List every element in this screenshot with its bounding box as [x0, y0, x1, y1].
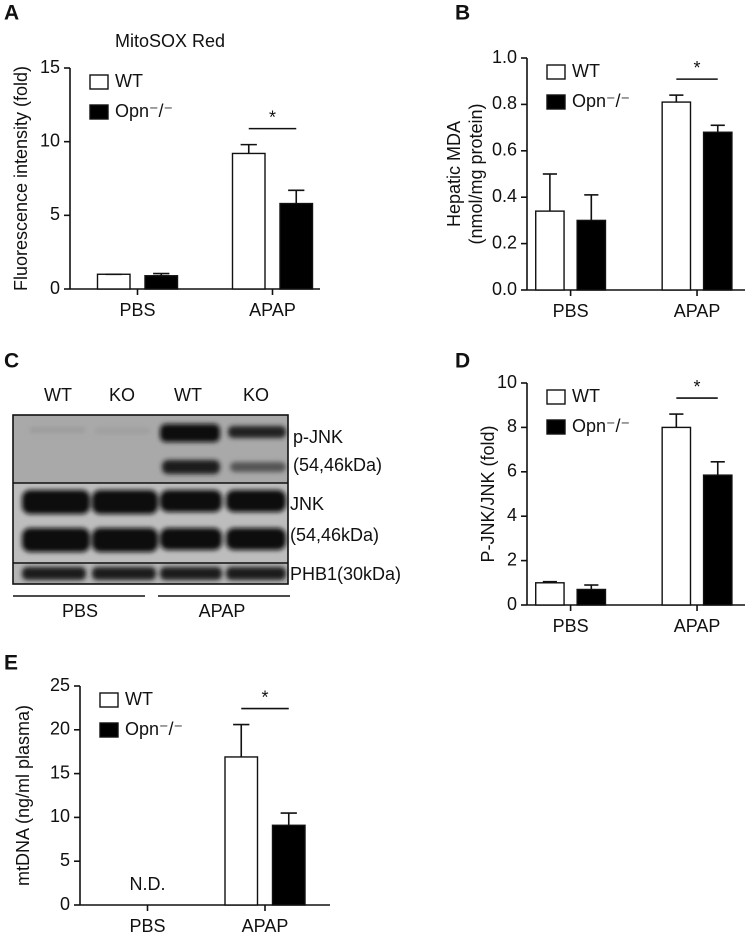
y-tick-label: 15 [50, 762, 70, 782]
bar [661, 101, 692, 291]
band-label: (54,46kDa) [290, 525, 379, 545]
y-tick-label: 0.2 [492, 232, 517, 252]
y-axis-label: (nmol/mg protein) [466, 103, 486, 244]
legend-swatch [99, 722, 119, 738]
panel-letter: E [4, 652, 18, 675]
legend-label: WT [125, 689, 153, 709]
bands [22, 424, 286, 580]
band-label: (54,46kDa) [293, 455, 382, 475]
legend-label: WT [572, 61, 600, 81]
significance-label: * [261, 687, 268, 707]
y-tick-label: 6 [507, 461, 517, 481]
legend-label: WT [572, 386, 600, 406]
band-label: p-JNK [293, 427, 343, 447]
lane-label: KO [109, 385, 135, 405]
lane-label: WT [174, 385, 202, 405]
legend-swatch [546, 64, 566, 80]
x-tick-label: APAP [674, 301, 721, 321]
y-tick-label: 20 [50, 719, 70, 739]
annotation: N.D. [130, 874, 166, 894]
y-tick-label: 0.6 [492, 140, 517, 160]
x-tick-label: PBS [553, 616, 589, 636]
bar [271, 824, 306, 906]
chart-title: MitoSOX Red [115, 31, 225, 51]
legend-label: Opn⁻/⁻ [125, 719, 183, 739]
x-tick-label: APAP [242, 916, 289, 936]
y-tick-label: 5 [60, 850, 70, 870]
legend-label: Opn⁻/⁻ [572, 416, 630, 436]
y-tick-label: 0 [60, 894, 70, 914]
bar [535, 210, 565, 291]
y-tick-label: 10 [50, 806, 70, 826]
x-tick-label: PBS [119, 300, 155, 320]
x-tick-label: PBS [129, 916, 165, 936]
legend-label: WT [115, 71, 143, 91]
y-tick-label: 0.8 [492, 93, 517, 113]
y-tick-label: 0 [507, 594, 517, 614]
bar [224, 756, 259, 906]
panel-letter: C [4, 350, 19, 373]
panel-letter: D [455, 350, 470, 373]
y-tick-label: 5 [50, 204, 60, 224]
y-tick-label: 15 [40, 57, 60, 77]
blot-strip [13, 415, 288, 483]
x-tick-label: APAP [249, 300, 296, 320]
y-tick-label: 0.0 [492, 279, 517, 299]
western-blot: C WT KO WT KO [4, 350, 401, 621]
group-label: PBS [62, 601, 98, 621]
legend-label: Opn⁻/⁻ [572, 91, 630, 111]
band-label: PHB1(30kDa) [290, 564, 401, 584]
panel-letter: A [4, 2, 19, 25]
bar [144, 275, 179, 290]
y-tick-label: 2 [507, 549, 517, 569]
bar [702, 474, 733, 606]
y-tick-label: 0 [50, 278, 60, 298]
x-tick-label: APAP [674, 616, 721, 636]
y-tick-label: 1.0 [492, 47, 517, 67]
panel-letter: B [455, 2, 470, 25]
y-axis-label: mtDNA (ng/ml plasma) [13, 705, 33, 886]
significance-label: * [694, 377, 701, 397]
y-axis-label: P-JNK/JNK (fold) [478, 425, 498, 562]
bar [702, 131, 733, 291]
significance-label: * [269, 107, 276, 127]
x-tick-label: PBS [553, 301, 589, 321]
y-tick-label: 8 [507, 416, 517, 436]
group-label: APAP [199, 601, 246, 621]
y-tick-label: 10 [497, 372, 517, 392]
y-tick-label: 10 [40, 130, 60, 150]
y-tick-label: 4 [507, 505, 517, 525]
legend-label: Opn⁻/⁻ [115, 101, 173, 121]
bar [535, 582, 565, 606]
bar [279, 202, 314, 290]
y-axis-label: Fluorescence intensity (fold) [11, 66, 31, 291]
legend-swatch [546, 389, 566, 405]
blot-frame [12, 414, 289, 585]
legend-swatch [546, 419, 566, 435]
bar [661, 426, 692, 606]
legend-swatch [89, 104, 109, 120]
bar [96, 273, 131, 290]
legend-swatch [99, 692, 119, 708]
lane-label: WT [44, 385, 72, 405]
bar [231, 152, 266, 290]
y-axis-label: Hepatic MDA [444, 121, 464, 227]
y-tick-label: 25 [50, 675, 70, 695]
legend-swatch [546, 94, 566, 110]
bar [576, 588, 607, 606]
band-label: JNK [290, 494, 324, 514]
lane-label: KO [243, 385, 269, 405]
y-tick-label: 0.4 [492, 186, 517, 206]
significance-label: * [694, 58, 701, 78]
legend-swatch [89, 74, 109, 90]
bar [576, 219, 607, 291]
